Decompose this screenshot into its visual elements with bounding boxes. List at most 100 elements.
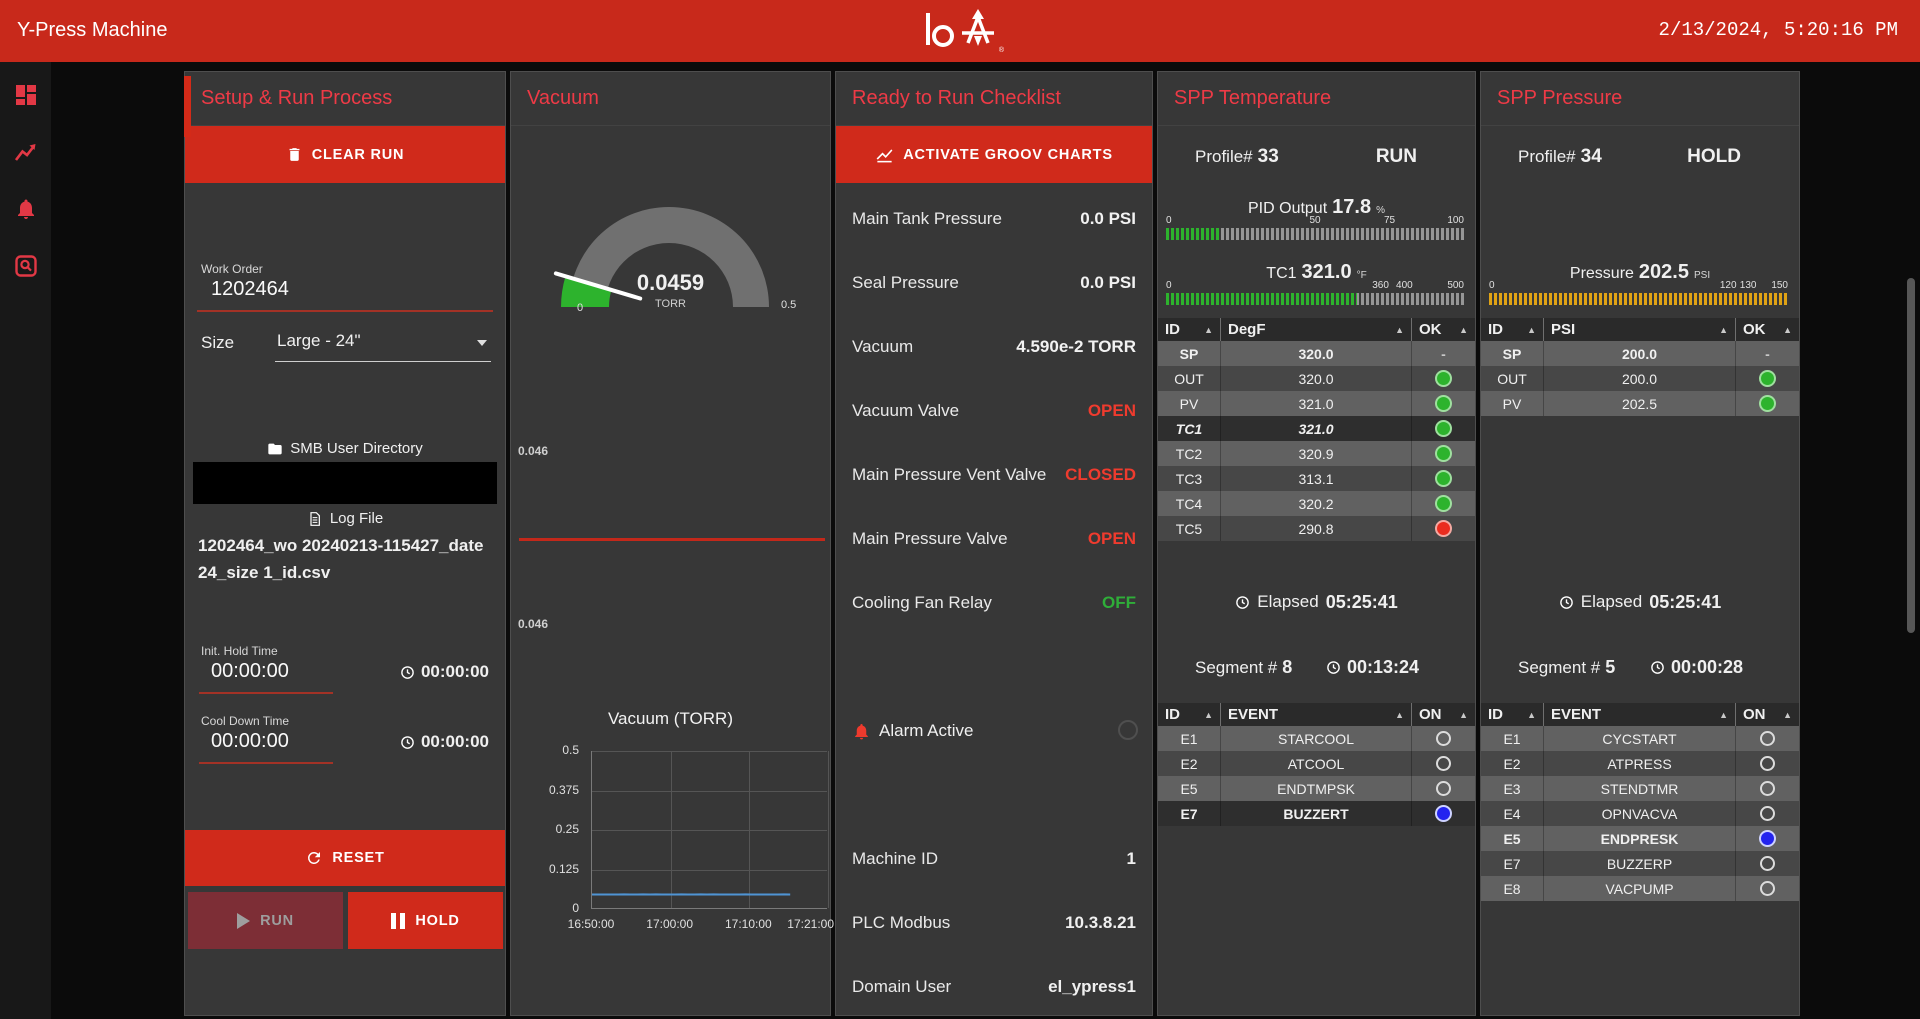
checklist-rows: Main Tank Pressure 0.0 PSI Seal Pressure 0.…	[836, 72, 1152, 1015]
spp-temperature-panel: SPP Temperature Profile# 33 RUN PID Outpu…	[1157, 71, 1476, 1016]
table-row[interactable]: E3 STENDTMR	[1481, 776, 1799, 801]
table-row[interactable]: OUT 200.0	[1481, 366, 1799, 391]
temp-segment-row: Segment #8 00:13:24	[1158, 654, 1475, 680]
table-row[interactable]: E7 BUZZERP	[1481, 851, 1799, 876]
pages-grid-icon[interactable]	[14, 83, 38, 107]
column-header-ok[interactable]: OK ▲	[1735, 318, 1799, 341]
info-row: Machine ID 1	[836, 846, 1152, 872]
table-row[interactable]: TC1 321.0	[1158, 416, 1475, 441]
row-id: E3	[1503, 780, 1521, 797]
bar-tick-label: 360	[1372, 280, 1389, 291]
smb-path-field[interactable]	[193, 462, 497, 504]
status-dot-icon	[1435, 520, 1452, 537]
panel-title: Vacuum	[527, 87, 599, 109]
size-dropdown[interactable]: Large - 24"	[277, 331, 361, 350]
vacuum-gauge-value: 0.0459	[636, 270, 705, 295]
setup-run-panel: Setup & Run Process CLEAR RUN Work Order…	[184, 71, 506, 1016]
sort-arrow-icon: ▲	[1527, 324, 1536, 335]
press-segment-row: Segment #5 00:00:28	[1481, 654, 1799, 680]
column-header-ok[interactable]: OK ▲	[1411, 318, 1475, 341]
event-log-search-icon[interactable]	[14, 254, 38, 278]
bar-tick-label: 75	[1383, 215, 1396, 226]
table-row[interactable]: E5 ENDTMPSK	[1158, 776, 1475, 801]
column-header-event[interactable]: EVENT ▲	[1220, 703, 1411, 726]
app-title: Y-Press Machine	[17, 19, 168, 41]
clear-run-button[interactable]: CLEAR RUN	[185, 126, 505, 183]
table-row[interactable]: PV 321.0	[1158, 391, 1475, 416]
row-status	[1735, 851, 1799, 876]
table-row[interactable]: E5 ENDPRESK	[1481, 826, 1799, 851]
segment-timer: 00:13:24	[1326, 654, 1419, 680]
table-row[interactable]: TC2 320.9	[1158, 441, 1475, 466]
row-status	[1411, 751, 1475, 776]
table-row[interactable]: E2 ATPRESS	[1481, 751, 1799, 776]
panel-title: SPP Pressure	[1497, 87, 1623, 109]
row-value: 320.0	[1220, 366, 1411, 391]
table-row[interactable]: TC4 320.2	[1158, 491, 1475, 516]
row-status	[1411, 726, 1475, 751]
reset-button[interactable]: RESET	[185, 830, 505, 886]
column-header-id[interactable]: ID ▲	[1158, 318, 1220, 341]
smb-directory-link[interactable]: SMB User Directory	[185, 440, 505, 457]
row-status	[1735, 776, 1799, 801]
table-row[interactable]: PV 202.5	[1481, 391, 1799, 416]
bar-tick-label: 50	[1309, 215, 1321, 226]
alarm-bell-icon[interactable]	[14, 197, 38, 221]
init-hold-input[interactable]: 00:00:00	[211, 660, 289, 682]
status-ring-icon	[1760, 806, 1775, 821]
page-scrollbar[interactable]	[1907, 278, 1915, 633]
clock-icon	[1559, 595, 1573, 609]
panel-title-bar: Ready to Run Checklist	[836, 72, 1152, 126]
table-row[interactable]: E1 STARCOOL	[1158, 726, 1475, 751]
app-header: Y-Press Machine ® 2/13/2024, 5:20:16 PM	[0, 0, 1920, 62]
checklist-label: Seal Pressure	[852, 273, 959, 292]
work-order-label: Work Order	[201, 262, 263, 276]
row-status	[1735, 801, 1799, 826]
table-row[interactable]: E8 VACPUMP	[1481, 876, 1799, 901]
trash-icon	[289, 148, 300, 161]
chevron-down-icon[interactable]	[477, 340, 487, 346]
table-row[interactable]: SP 320.0 -	[1158, 341, 1475, 366]
column-header-psi[interactable]: PSI ▲	[1543, 318, 1735, 341]
elapsed-value: 05:25:41	[1325, 591, 1398, 612]
pressure-gauge-bar: 0 120 130 150	[1489, 280, 1788, 305]
column-header-event[interactable]: EVENT ▲	[1543, 703, 1735, 726]
pressure-readings-table: ID ▲ PSI ▲ OK ▲ SP 200.0 - OUT 200.0 PV 202.5	[1481, 318, 1799, 416]
column-header-id[interactable]: ID ▲	[1481, 318, 1543, 341]
table-row[interactable]: SP 200.0 -	[1481, 341, 1799, 366]
xtick-label: 17:10:00	[724, 917, 772, 931]
cool-down-input[interactable]: 00:00:00	[211, 730, 289, 752]
table-row[interactable]: E4 OPNVACVA	[1481, 801, 1799, 826]
elapsed-label: Elapsed	[1257, 592, 1319, 611]
column-header-label: EVENT	[1228, 706, 1279, 723]
bar-tick-label: 0	[1166, 215, 1172, 226]
pid-output-bar: 0 50 75 100	[1166, 215, 1464, 240]
run-button[interactable]: RUN	[188, 892, 343, 949]
iot-logo: ®	[924, 9, 1004, 56]
row-id: SP	[1179, 345, 1199, 362]
sort-arrow-icon: ▲	[1459, 324, 1468, 335]
checklist-value: 0.0 PSI	[1080, 209, 1136, 228]
table-row[interactable]: TC5 290.8	[1158, 516, 1475, 541]
column-header-degf[interactable]: DegF ▲	[1220, 318, 1411, 341]
column-header-on[interactable]: ON ▲	[1411, 703, 1475, 726]
table-row[interactable]: TC3 313.1	[1158, 466, 1475, 491]
table-row[interactable]: E7 BUZZERT	[1158, 801, 1475, 826]
info-label: PLC Modbus	[852, 913, 951, 932]
column-header-id[interactable]: ID ▲	[1158, 703, 1220, 726]
table-row[interactable]: E1 CYCSTART	[1481, 726, 1799, 751]
row-id: TC5	[1175, 520, 1203, 537]
checklist-row: Vacuum 4.590e-2 TORR	[836, 334, 1152, 360]
hold-button[interactable]: HOLD	[348, 892, 503, 949]
work-order-input[interactable]: 1202464	[211, 278, 289, 300]
status-ring-icon	[1760, 731, 1775, 746]
table-row[interactable]: OUT 320.0	[1158, 366, 1475, 391]
column-header-on[interactable]: ON ▲	[1735, 703, 1799, 726]
elapsed-value: 05:25:41	[1649, 591, 1722, 612]
column-header-id[interactable]: ID ▲	[1481, 703, 1543, 726]
activate-groov-charts-button[interactable]: ACTIVATE GROOV CHARTS	[836, 126, 1152, 183]
xtick-label: 17:21:00	[787, 917, 835, 931]
trend-chart-icon[interactable]	[14, 141, 38, 165]
table-row[interactable]: E2 ATCOOL	[1158, 751, 1475, 776]
pid-output-label: PID Output 17.8 %	[1248, 196, 1385, 218]
